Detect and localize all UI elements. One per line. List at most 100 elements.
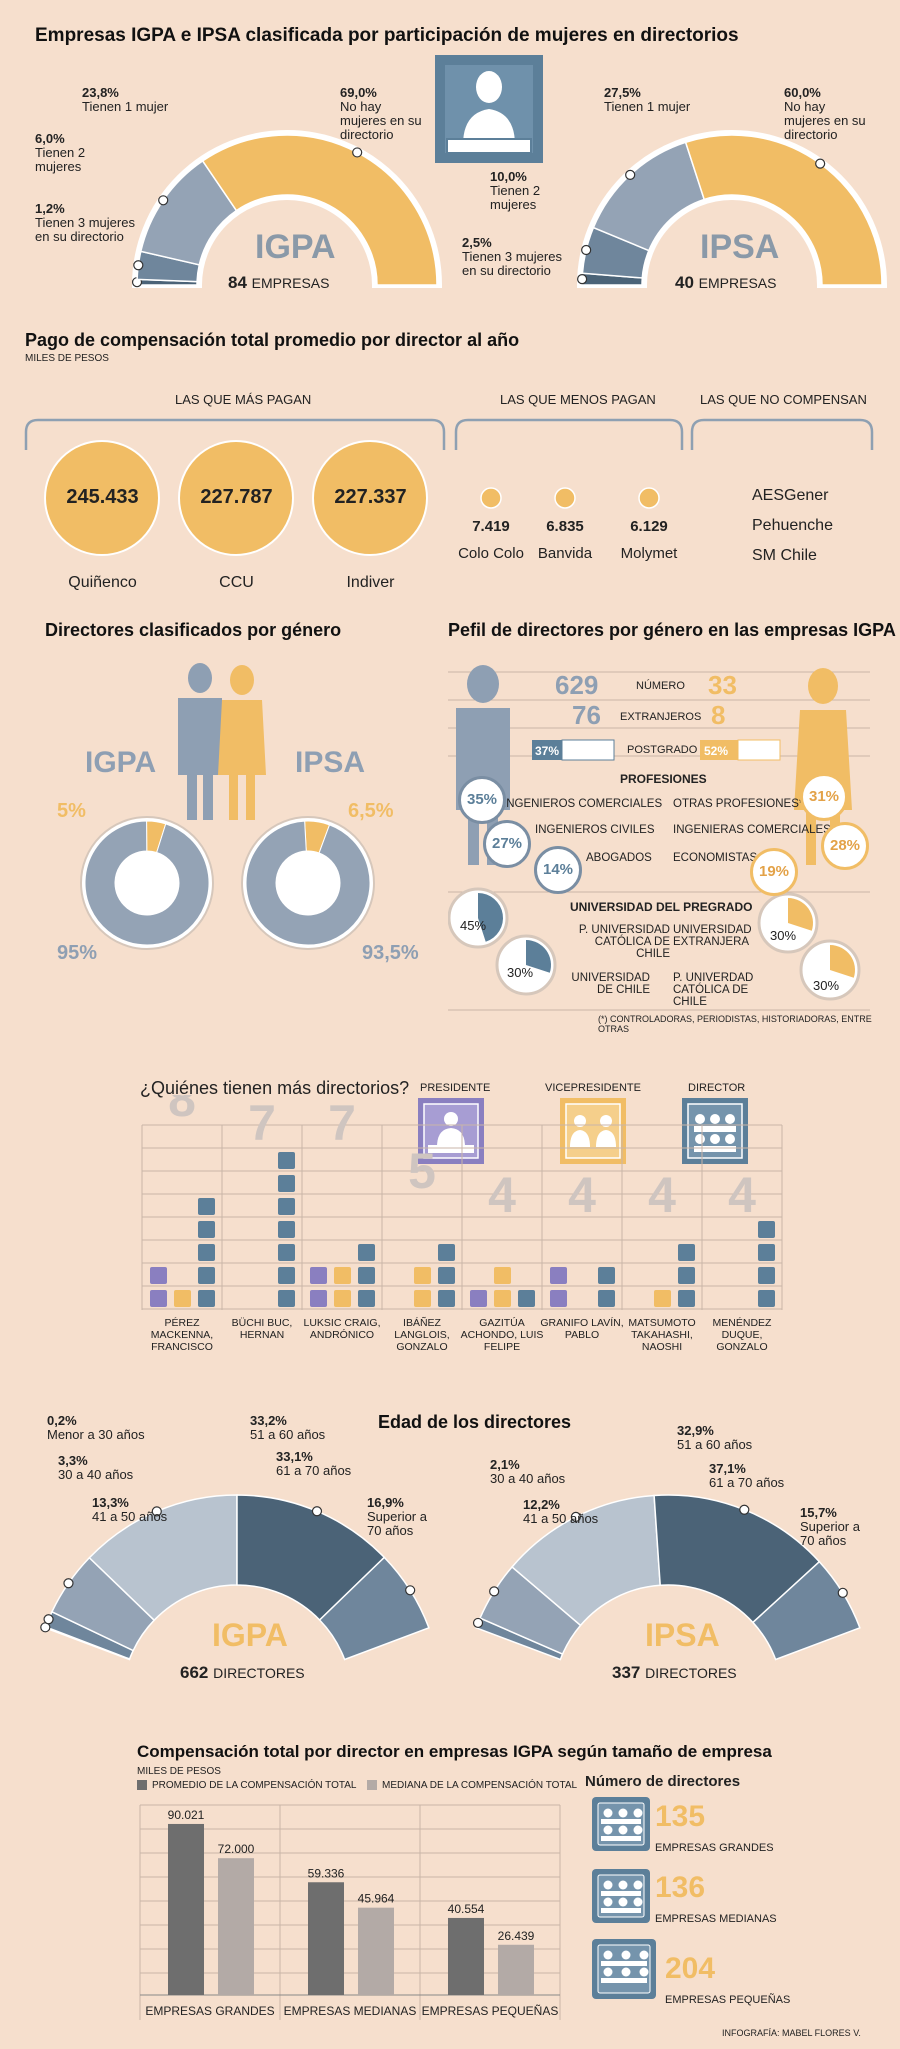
low-value-2: 6.835 — [546, 518, 584, 535]
uni-pie-slice-3 — [788, 898, 813, 931]
directorship-block-director — [438, 1290, 455, 1307]
donut-segment-4 — [684, 134, 883, 286]
igpa-label-3mujeres: 1,2% Tienen 3 mujeres en su directorio — [35, 201, 135, 244]
directorship-block-director — [278, 1290, 295, 1307]
age-igpa-label-6: 16,9% Superior a 70 años — [367, 1495, 427, 1538]
director-name-2: BÜCHI BUC, HERNAN — [231, 1317, 293, 1341]
total-directorships: 5 — [408, 1143, 436, 1199]
s2-title: Pago de compensación total promedio por … — [25, 330, 520, 350]
low-circle-2 — [554, 487, 576, 509]
prof-women-2: INGENIERAS COMERCIALES — [673, 824, 831, 836]
prof-men-pct-3: 14% — [534, 846, 582, 894]
prof-men-pct-1: 35% — [458, 776, 506, 824]
profile-label-extranjeros: EXTRANJEROS — [620, 711, 702, 723]
s3-ipsa-women: 6,5% — [348, 800, 394, 822]
donut-marker — [158, 195, 169, 206]
prof-men-pct-2: 27% — [483, 820, 531, 868]
profile-label-postgrado: POSTGRADO — [627, 744, 698, 756]
group-top-label: LAS QUE MÁS PAGAN — [175, 392, 312, 407]
top-circle-1 — [44, 440, 160, 556]
total-directorships: 7 — [248, 1095, 276, 1151]
count-medianas: 136 — [655, 1871, 706, 1904]
age-segment-5 — [751, 1560, 861, 1661]
ipsa-label-2mujeres: 10,0% Tienen 2 mujeres — [490, 169, 541, 212]
none-company-1: AESGener — [752, 487, 829, 504]
total-directorships: 4 — [728, 1167, 756, 1223]
profile-men-extranjeros: 76 — [572, 700, 601, 730]
s5-title: ¿Quiénes tienen más directorios? — [140, 1078, 410, 1098]
directorship-block-director — [198, 1198, 215, 1215]
uni-title: UNIVERSIDAD DEL PREGRADO — [570, 900, 753, 914]
age-marker — [570, 1511, 581, 1522]
top-circle-3 — [312, 440, 428, 556]
age-marker — [151, 1506, 162, 1517]
num-directors-title: Número de directores — [585, 1773, 741, 1790]
age-ipsa-label-2: 12,2% 41 a 50 años — [523, 1497, 599, 1526]
total-directorships: 4 — [488, 1167, 516, 1223]
directorship-block-director — [278, 1175, 295, 1192]
directorship-block-vicepresidente — [174, 1290, 191, 1307]
directorship-block-vicepresidente — [494, 1290, 511, 1307]
directorship-block-presidente — [470, 1290, 487, 1307]
s3-gender-donuts — [80, 663, 375, 950]
uni-women-label-2: P. UNIVERDAD CATÓLICA DE CHILE — [673, 972, 754, 1008]
age-igpa-label-3: 13,3% 41 a 50 años — [92, 1495, 168, 1524]
profile-men-number: 629 — [555, 670, 599, 700]
directorship-block-director — [678, 1244, 695, 1261]
igpa-women-half-donut — [131, 130, 443, 288]
comp-category-label: EMPRESAS PEQUEÑAS — [422, 2004, 559, 2018]
directorship-block-vicepresidente — [334, 1290, 351, 1307]
directorship-block-vicepresidente — [654, 1290, 671, 1307]
age-ipsa-label-5: 15,7% Superior a 70 años — [800, 1505, 860, 1548]
donut-segment-4 — [201, 134, 438, 286]
donut-marker — [581, 244, 592, 256]
directorship-block-presidente — [550, 1267, 567, 1284]
uni-pie-slice-2 — [526, 940, 551, 973]
s1-donut-charts — [131, 55, 888, 288]
prof-men-1: INGENIEROS COMERCIALES — [503, 798, 663, 810]
igpa-gender-donut — [80, 816, 214, 950]
count-grandes: 135 — [655, 1800, 706, 1833]
directorship-block-director — [358, 1267, 375, 1284]
comp-bar-avg — [168, 1823, 204, 1995]
credit: INFOGRAFÍA: MABEL FLORES V. — [722, 2028, 861, 2038]
top-value-3: 227.337 — [334, 486, 407, 508]
low-circle-1 — [480, 487, 502, 509]
igpa-age-arc — [40, 1494, 430, 1661]
s6-title: Edad de los directores — [378, 1412, 572, 1432]
comp-bar-med — [358, 1907, 394, 1995]
age-igpa-label-5: 33,1% 61 a 70 años — [276, 1449, 352, 1478]
ipsa-name: IPSA — [700, 228, 780, 266]
uni-men-pct-2: 30% — [507, 965, 534, 980]
comp-bar-avg — [308, 1882, 344, 1995]
comp-bar-value: 45.964 — [358, 1892, 395, 1906]
age-ipsa-name: IPSA — [645, 1617, 720, 1653]
directorship-block-vicepresidente — [414, 1267, 431, 1284]
directorship-block-director — [198, 1221, 215, 1238]
ipsa-age-arc — [472, 1494, 861, 1661]
ipsa-women-half-donut — [576, 130, 888, 288]
age-marker — [405, 1585, 416, 1596]
prof-women-pct-3: 19% — [750, 848, 798, 896]
uni-pie-slice-4 — [830, 945, 855, 978]
prof-women-3: ECONOMISTAS — [673, 852, 758, 864]
low-name-1: Colo Colo — [458, 545, 524, 562]
total-directorships: 4 — [568, 1167, 596, 1223]
directorship-block-director — [198, 1290, 215, 1307]
profile-women-number: 33 — [708, 670, 737, 700]
count-grandes-label: EMPRESAS GRANDES — [655, 1842, 774, 1854]
low-value-1: 7.419 — [472, 518, 510, 535]
directorship-block-vicepresidente — [334, 1267, 351, 1284]
igpa-companies: 84 EMPRESAS — [228, 273, 330, 292]
directorship-block-director — [278, 1198, 295, 1215]
postgrado-men-bar — [532, 740, 562, 760]
count-medianas-label: EMPRESAS MEDIANAS — [655, 1913, 777, 1925]
directorship-block-director — [358, 1290, 375, 1307]
directorship-block-director — [278, 1244, 295, 1261]
directorship-block-presidente — [150, 1267, 167, 1284]
director-name-1: PÉREZ MACKENNA, FRANCISCO — [150, 1317, 214, 1353]
prof-men-2: INGENIEROS CIVILES — [535, 824, 655, 836]
directorship-block-director — [598, 1290, 615, 1307]
directorship-block-director — [598, 1267, 615, 1284]
igpa-label-nomujeres: 69,0% No hay mujeres en su directorio — [340, 85, 422, 142]
